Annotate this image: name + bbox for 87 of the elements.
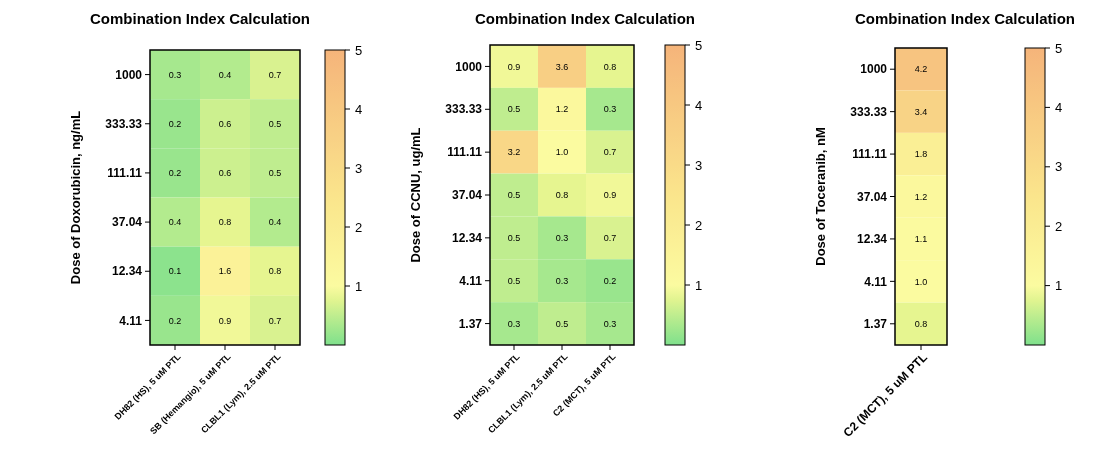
color-bar-label: 2 xyxy=(695,217,703,233)
y-tick-label: 12.34 xyxy=(856,232,888,247)
data-label: 0.7 xyxy=(603,233,617,244)
y-tick-label: 111.11 xyxy=(852,147,888,162)
data-label: 1.1 xyxy=(914,234,928,245)
data-label: 0.8 xyxy=(603,61,617,72)
data-label: 0.3 xyxy=(603,318,617,329)
color-bar-label: 1 xyxy=(355,278,363,294)
data-label: 0.1 xyxy=(168,266,182,277)
data-label: 0.5 xyxy=(507,190,521,201)
color-bar-label: 5 xyxy=(695,37,703,53)
y-tick-label: 333.33 xyxy=(445,102,483,117)
data-label: 1.2 xyxy=(555,104,569,115)
y-tick-label: 111.11 xyxy=(447,145,483,160)
data-label: 0.9 xyxy=(507,61,521,72)
data-label: 0.8 xyxy=(218,217,232,228)
data-label: 0.5 xyxy=(507,104,521,115)
y-tick-label: 12.34 xyxy=(111,264,143,279)
data-label: 1.0 xyxy=(914,276,928,287)
data-label: 0.8 xyxy=(268,266,282,277)
data-label: 0.7 xyxy=(603,147,617,158)
color-bar-label: 2 xyxy=(355,219,363,235)
chart-title: Combination Index Calculation xyxy=(854,10,1076,27)
y-tick-label: 4.11 xyxy=(459,273,483,288)
data-label: 0.5 xyxy=(507,233,521,244)
y-tick-label: 37.04 xyxy=(111,215,143,230)
y-axis-title: Dose of Toceranib, nM xyxy=(813,127,828,266)
y-tick-label: 1000 xyxy=(115,67,143,82)
color-bar-label: 4 xyxy=(1055,99,1063,115)
color-bar-label: 4 xyxy=(695,97,703,113)
chart-title: Combination Index Calculation xyxy=(89,10,311,27)
y-axis-title: Dose of CCNU, ug/mL xyxy=(408,127,423,263)
y-tick-label: 1.37 xyxy=(863,316,888,331)
data-label: 0.3 xyxy=(168,69,182,80)
color-bar-label: 4 xyxy=(355,101,363,117)
data-label: 0.5 xyxy=(268,118,282,129)
data-label: 0.2 xyxy=(168,315,182,326)
y-axis-title: Dose of Doxorubicin, ng/mL xyxy=(68,110,83,285)
color-bar-label: 5 xyxy=(355,42,363,58)
y-tick-label: 1.37 xyxy=(458,316,483,331)
data-label: 3.2 xyxy=(507,147,521,158)
data-label: 0.2 xyxy=(603,275,617,286)
data-label: 0.2 xyxy=(168,168,182,179)
y-tick-label: 1000 xyxy=(860,62,888,77)
data-label: 0.4 xyxy=(268,217,282,228)
data-label: 1.8 xyxy=(914,149,928,160)
chart-title: Combination Index Calculation xyxy=(474,10,696,27)
data-label: 0.7 xyxy=(268,315,282,326)
data-label: 0.3 xyxy=(603,104,617,115)
color-bar-label: 1 xyxy=(695,277,703,293)
data-label: 0.9 xyxy=(218,315,232,326)
data-label: 0.3 xyxy=(555,233,569,244)
data-label: 0.5 xyxy=(268,168,282,179)
color-bar-label: 3 xyxy=(355,160,363,176)
data-label: 4.2 xyxy=(914,64,928,75)
data-label: 0.4 xyxy=(218,69,232,80)
color-bar-label: 3 xyxy=(1055,159,1063,175)
y-tick-label: 4.11 xyxy=(864,274,888,289)
y-tick-label: 37.04 xyxy=(856,189,888,204)
data-label: 0.6 xyxy=(218,118,232,129)
y-tick-label: 111.11 xyxy=(107,166,143,181)
data-label: 0.5 xyxy=(555,318,569,329)
data-label: 0.3 xyxy=(555,275,569,286)
y-tick-label: 1000 xyxy=(455,59,483,74)
data-label: 0.3 xyxy=(507,318,521,329)
y-tick-label: 37.04 xyxy=(451,188,483,203)
data-label: 0.7 xyxy=(268,69,282,80)
color-bar-label: 3 xyxy=(695,157,703,173)
data-label: 1.6 xyxy=(218,266,232,277)
data-label: 0.2 xyxy=(168,118,182,129)
data-label: 0.9 xyxy=(603,190,617,201)
data-label: 0.8 xyxy=(555,190,569,201)
data-label: 3.4 xyxy=(914,106,928,117)
data-label: 3.6 xyxy=(555,61,569,72)
color-bar-label: 2 xyxy=(1055,218,1063,234)
data-label: 0.8 xyxy=(914,318,928,329)
y-tick-label: 12.34 xyxy=(451,231,483,246)
y-tick-label: 333.33 xyxy=(850,104,888,119)
y-tick-label: 333.33 xyxy=(105,116,143,131)
data-label: 1.2 xyxy=(914,191,928,202)
data-label: 1.0 xyxy=(555,147,569,158)
color-bar-label: 1 xyxy=(1055,278,1063,294)
data-label: 0.6 xyxy=(218,168,232,179)
data-label: 0.5 xyxy=(507,275,521,286)
y-tick-label: 4.11 xyxy=(119,313,143,328)
color-bar-label: 5 xyxy=(1055,40,1063,56)
data-label: 0.4 xyxy=(168,217,182,228)
